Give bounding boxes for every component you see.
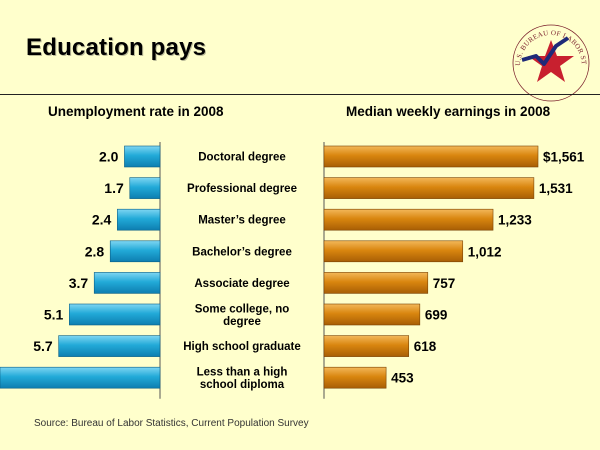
unemployment-value-label: 2.8 — [85, 243, 105, 259]
earnings-value-label: 757 — [433, 276, 456, 291]
category-label: Bachelor’s degree — [192, 246, 292, 258]
star-icon — [528, 40, 574, 82]
unemployment-bar — [109, 240, 161, 263]
earnings-bar — [323, 240, 464, 263]
unemployment-chart-title: Unemployment rate in 2008 — [48, 104, 224, 119]
category-label: High school graduate — [183, 341, 301, 353]
category-label: Doctoral degree — [198, 152, 286, 164]
unemployment-value-label: 5.1 — [44, 307, 64, 323]
category-label: Associate degree — [194, 278, 289, 290]
earnings-bar — [323, 272, 429, 294]
unemployment-bar — [129, 177, 161, 199]
earnings-chart-title: Median weekly earnings in 2008 — [346, 104, 551, 119]
unemployment-value-label: 2.4 — [92, 212, 112, 228]
earnings-bar — [323, 335, 410, 357]
page-title: Education pays — [26, 34, 207, 61]
earnings-value-label: 1,233 — [498, 213, 532, 228]
title-divider — [0, 94, 600, 95]
earnings-bar — [323, 366, 387, 389]
category-label: Some college, no degree — [195, 303, 290, 328]
earnings-value-label: $1,561 — [543, 150, 585, 165]
earnings-value-label: 699 — [425, 308, 448, 323]
earnings-value-label: 1,531 — [539, 181, 573, 196]
earnings-value-label: 1,012 — [468, 244, 502, 259]
earnings-bar — [323, 303, 421, 326]
unemployment-value-label: 3.7 — [69, 275, 89, 291]
trend-line-icon — [521, 36, 570, 66]
earnings-value-label: 453 — [391, 371, 414, 386]
earnings-bar — [323, 145, 539, 168]
unemployment-value-label: 2.0 — [99, 149, 119, 165]
unemployment-bar — [117, 208, 161, 231]
earnings-value-label: 618 — [414, 339, 437, 354]
unemployment-bar — [69, 303, 161, 326]
unemployment-bar — [93, 272, 161, 294]
unemployment-bar — [58, 335, 161, 357]
unemployment-bar — [124, 145, 161, 168]
source-note: Source: Bureau of Labor Statistics, Curr… — [34, 418, 309, 429]
category-label: Professional degree — [187, 183, 297, 195]
unemployment-value-label: 1.7 — [104, 180, 124, 196]
category-label: Master’s degree — [198, 215, 286, 227]
bls-logo: U.S. BUREAU OF LABOR STATISTICS — [508, 16, 590, 102]
unemployment-value-label: 5.7 — [33, 338, 53, 354]
earnings-bar — [323, 177, 535, 199]
unemployment-bar — [0, 366, 161, 389]
category-label: Less than a high school diploma — [197, 366, 288, 391]
earnings-bar — [323, 208, 494, 231]
